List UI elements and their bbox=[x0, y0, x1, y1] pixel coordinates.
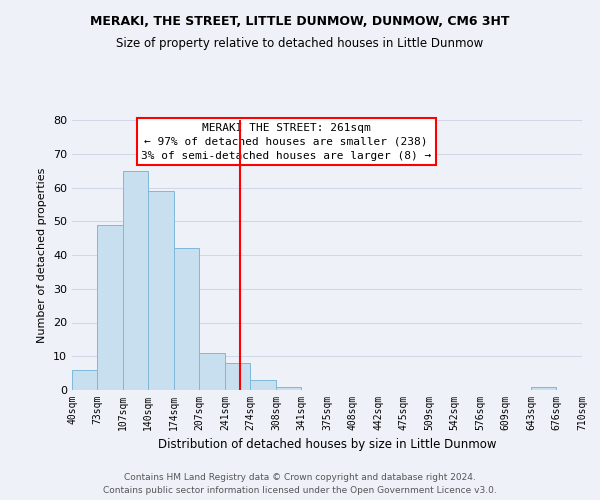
X-axis label: Distribution of detached houses by size in Little Dunmow: Distribution of detached houses by size … bbox=[158, 438, 496, 452]
Bar bbox=[97, 224, 123, 390]
Text: Contains HM Land Registry data © Crown copyright and database right 2024.
Contai: Contains HM Land Registry data © Crown c… bbox=[103, 474, 497, 495]
Bar bbox=[174, 248, 199, 390]
Bar bbox=[148, 191, 174, 390]
Bar bbox=[72, 370, 97, 390]
Y-axis label: Number of detached properties: Number of detached properties bbox=[37, 168, 47, 342]
Bar bbox=[531, 386, 556, 390]
Text: MERAKI, THE STREET, LITTLE DUNMOW, DUNMOW, CM6 3HT: MERAKI, THE STREET, LITTLE DUNMOW, DUNMO… bbox=[90, 15, 510, 28]
Bar bbox=[225, 363, 250, 390]
Bar bbox=[123, 170, 148, 390]
Bar bbox=[250, 380, 276, 390]
Bar bbox=[276, 386, 301, 390]
Bar bbox=[199, 353, 225, 390]
Text: Size of property relative to detached houses in Little Dunmow: Size of property relative to detached ho… bbox=[116, 38, 484, 51]
Text: MERAKI THE STREET: 261sqm
← 97% of detached houses are smaller (238)
3% of semi-: MERAKI THE STREET: 261sqm ← 97% of detac… bbox=[141, 122, 431, 160]
